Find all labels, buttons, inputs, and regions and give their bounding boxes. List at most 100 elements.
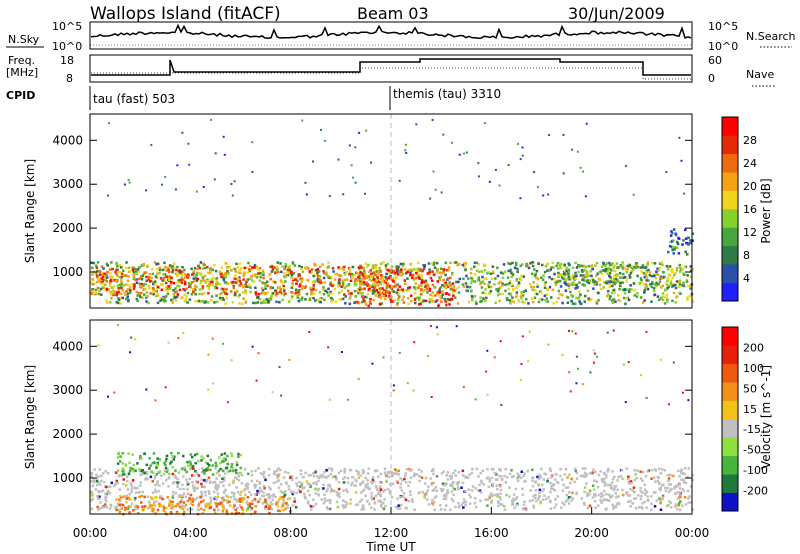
scatter-cell — [635, 295, 639, 298]
scatter-cell — [113, 484, 116, 488]
scatter-cell — [90, 261, 93, 264]
scatter-cell — [362, 269, 366, 273]
scatter-cell — [421, 269, 424, 273]
colorbar-swatch — [722, 282, 738, 302]
scatter-cell — [175, 295, 179, 299]
scatter-cell — [172, 297, 175, 301]
scatter-cell — [359, 491, 363, 494]
scatter-cell — [672, 228, 676, 231]
scatter-cell — [242, 278, 245, 281]
scatter-cell — [490, 492, 493, 495]
scatter-cell — [516, 477, 519, 480]
scatter-cell — [419, 268, 422, 271]
scatter-cell — [260, 273, 263, 276]
scatter-cell — [171, 504, 174, 508]
scatter-cell — [288, 497, 292, 500]
scatter-cell — [123, 183, 126, 186]
scatter-cell — [323, 470, 326, 474]
scatter-cell — [561, 478, 564, 481]
colorbar-swatch — [722, 327, 738, 346]
scatter-cell — [433, 286, 436, 289]
scatter-cell — [346, 398, 349, 401]
scatter-cell — [237, 475, 241, 478]
scatter-cell — [215, 277, 219, 280]
scatter-cell — [514, 487, 518, 491]
scatter-cell — [172, 292, 176, 296]
scatter-cell — [238, 504, 242, 507]
scatter-cell — [118, 474, 121, 477]
scatter-cell — [290, 297, 294, 300]
scatter-cell — [158, 502, 161, 505]
scatter-cell — [326, 499, 330, 502]
scatter-cell — [391, 474, 394, 478]
scatter-cell — [337, 282, 341, 286]
scatter-cell — [497, 282, 500, 285]
scatter-cell — [577, 290, 581, 293]
scatter-cell — [541, 489, 544, 493]
scatter-cell — [213, 178, 216, 181]
scatter-cell — [382, 291, 386, 294]
scatter-cell — [355, 469, 358, 472]
scatter-cell — [173, 480, 176, 484]
scatter-cell — [341, 504, 344, 507]
scatter-cell — [238, 268, 242, 272]
scatter-cell — [520, 379, 523, 381]
scatter-cell — [378, 268, 382, 272]
scatter-cell — [343, 293, 346, 296]
y-tick-label: 4000 — [52, 133, 83, 147]
scatter-cell — [300, 482, 304, 485]
scatter-cell — [283, 275, 287, 279]
scatter-cell — [533, 268, 536, 271]
scatter-cell — [544, 473, 548, 476]
scatter-cell — [496, 289, 500, 293]
scatter-cell — [563, 503, 566, 506]
colorbar-swatch — [722, 172, 738, 191]
scatter-cell — [164, 295, 168, 298]
scatter-cell — [342, 268, 345, 272]
colorbar-tick-label: -15 — [743, 423, 761, 436]
scatter-cell — [104, 273, 108, 276]
scatter-cell — [447, 284, 451, 287]
scatter-cell — [499, 488, 503, 492]
scatter-cell — [633, 497, 636, 500]
scatter-cell — [121, 296, 124, 300]
scatter-cell — [317, 275, 320, 279]
scatter-cell — [211, 464, 215, 467]
scatter-cell — [346, 481, 350, 484]
scatter-cell — [545, 293, 549, 296]
scatter-cell — [223, 452, 227, 455]
scatter-cell — [182, 492, 186, 495]
scatter-cell — [346, 490, 349, 494]
scatter-cell — [369, 480, 373, 484]
scatter-cell — [490, 499, 493, 502]
scatter-cell — [600, 501, 603, 504]
scatter-cell — [639, 497, 642, 501]
scatter-cell — [128, 511, 131, 514]
scatter-cell — [112, 289, 115, 293]
scatter-cell — [457, 487, 460, 491]
scatter-cell — [176, 483, 180, 486]
scatter-cell — [191, 500, 194, 503]
scatter-cell — [205, 505, 208, 509]
scatter-cell — [142, 470, 145, 473]
scatter-cell — [359, 483, 362, 487]
scatter-cell — [612, 507, 615, 510]
scatter-cell — [607, 289, 610, 293]
scatter-cell — [667, 479, 670, 482]
scatter-cell — [366, 500, 369, 503]
scatter-cell — [378, 267, 381, 270]
scatter-cell — [528, 330, 531, 333]
scatter-cell — [431, 489, 435, 492]
scatter-cell — [384, 276, 387, 279]
scatter-cell — [611, 284, 614, 288]
scatter-cell — [323, 475, 326, 478]
scatter-cell — [355, 479, 358, 483]
scatter-cell — [226, 501, 229, 504]
colorbar-swatch — [722, 190, 738, 210]
scatter-cell — [125, 266, 128, 270]
scatter-cell — [654, 480, 657, 483]
scatter-cell — [404, 282, 407, 285]
scatter-cell — [640, 270, 643, 273]
scatter-cell — [356, 272, 359, 275]
scatter-cell — [543, 294, 547, 297]
